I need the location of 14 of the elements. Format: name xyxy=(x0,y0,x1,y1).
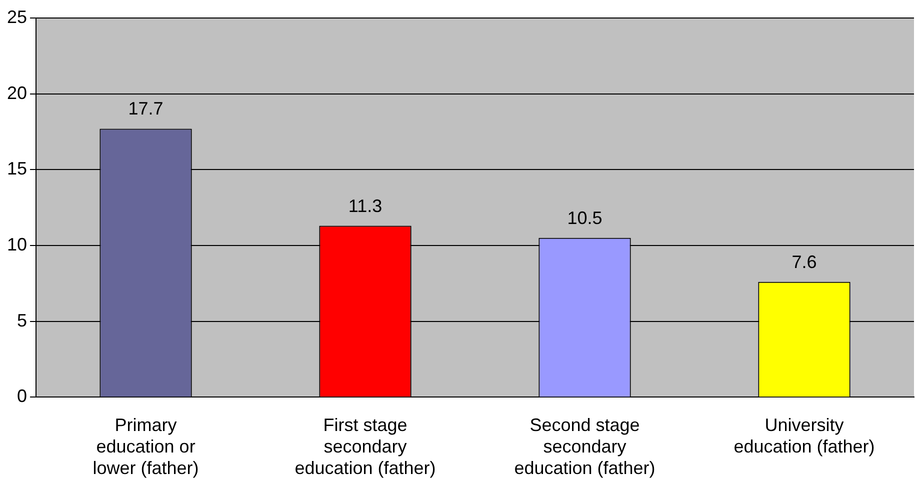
x-tick-label: University education (father) xyxy=(734,414,875,457)
y-tick-label: 10 xyxy=(6,234,28,254)
data-label: 7.6 xyxy=(792,252,817,272)
y-tick-label: 0 xyxy=(17,386,28,406)
data-label: 11.3 xyxy=(348,196,382,216)
x-tick-label: Primary education or lower (father) xyxy=(92,414,199,478)
data-label: 10.5 xyxy=(567,208,602,228)
x-tick-label: First stage secondary education (father) xyxy=(294,414,436,478)
y-tick-label: 25 xyxy=(6,6,28,27)
y-tick-label: 20 xyxy=(6,82,28,103)
data-label: 17.7 xyxy=(128,98,164,119)
y-tick-label: 15 xyxy=(6,158,28,179)
y-tick-label: 5 xyxy=(17,310,28,330)
x-tick-label: Second stage secondary education (father) xyxy=(514,414,656,478)
